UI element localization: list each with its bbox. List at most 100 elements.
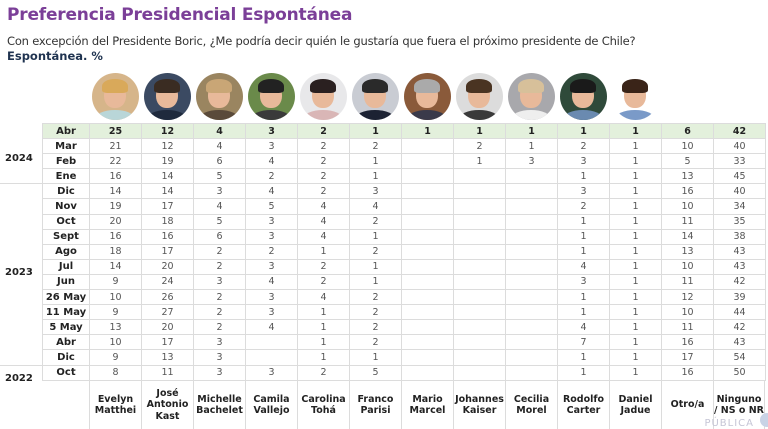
table-row: Nov 19 17 4 5 4 4 2 1 10 34 [42, 198, 766, 215]
value-cell: 1 [609, 168, 662, 185]
value-cell: 16 [661, 364, 714, 381]
avatar [559, 72, 607, 120]
value-cell: 1 [349, 228, 402, 245]
value-cell: 17 [141, 243, 194, 260]
value-cell [505, 273, 558, 291]
value-cell: 2 [245, 243, 298, 260]
value-cell: 3 [193, 349, 246, 366]
value-cell: 2 [557, 138, 610, 155]
value-cell: 12 [661, 289, 714, 306]
month-cell: Nov [42, 198, 90, 215]
value-cell: 2 [245, 168, 298, 185]
value-cell: 1 [609, 273, 662, 291]
value-cell: 14 [141, 183, 194, 200]
value-cell: 3 [245, 138, 298, 155]
value-cell: 3 [245, 213, 298, 230]
value-cell: 4 [557, 258, 610, 275]
year-divider [0, 183, 42, 185]
value-cell [401, 273, 454, 291]
value-cell [401, 349, 454, 366]
value-cell [245, 334, 298, 351]
value-cell: 2 [349, 334, 402, 351]
value-cell: 1 [557, 364, 610, 381]
value-cell [401, 198, 454, 215]
value-cell: 10 [661, 304, 714, 321]
value-cell: 13 [89, 319, 142, 336]
value-cell: 4 [245, 319, 298, 336]
candidate-name-line: José [156, 387, 179, 399]
value-cell: 1 [609, 334, 662, 351]
month-cell: Dic [42, 349, 90, 366]
table-row: Sept 16 16 6 3 4 1 1 1 14 38 [42, 228, 766, 245]
table-row: Dic 14 14 3 4 2 3 3 1 16 40 [42, 183, 766, 200]
table-row: Jul 14 20 2 3 2 1 4 1 10 43 [42, 258, 766, 275]
value-cell [453, 198, 506, 215]
value-cell: 1 [349, 349, 402, 366]
candidate-name-line: Carolina [301, 393, 346, 405]
value-cell: 39 [713, 289, 766, 306]
candidate-name: Rodolfo Carter [557, 381, 609, 429]
value-cell: 1 [609, 349, 662, 366]
value-cell: 20 [89, 213, 142, 230]
avatar [455, 72, 503, 120]
value-cell: 40 [713, 138, 766, 155]
value-cell: 44 [713, 304, 766, 321]
value-cell: 1 [349, 153, 402, 170]
value-cell: 3 [245, 228, 298, 245]
value-cell: 10 [661, 138, 714, 155]
value-cell: 2 [349, 243, 402, 260]
value-cell: 2 [193, 289, 246, 306]
value-cell: 1 [557, 289, 610, 306]
value-cell: 5 [193, 213, 246, 230]
value-cell: 21 [89, 138, 142, 155]
candidate-photos [89, 70, 765, 122]
value-cell: 1 [349, 273, 402, 291]
value-cell [505, 364, 558, 381]
value-cell [401, 258, 454, 275]
candidate-name-line: Rodolfo [562, 393, 605, 405]
value-cell: 12 [141, 138, 194, 155]
value-cell [453, 183, 506, 200]
month-cell: Oct [42, 213, 90, 230]
value-cell [453, 258, 506, 275]
month-cell: 26 May [42, 289, 90, 306]
candidate-photo [193, 70, 245, 122]
value-cell [401, 289, 454, 306]
value-cell: 1 [297, 304, 350, 321]
value-cell [505, 319, 558, 336]
value-cell [401, 153, 454, 170]
value-cell: 3 [245, 304, 298, 321]
value-cell [453, 273, 506, 291]
candidate-name-line: Mario [412, 393, 443, 405]
value-cell [505, 258, 558, 275]
value-cell: 11 [661, 213, 714, 230]
value-cell [453, 364, 506, 381]
chart-subtitle-bold: Espontánea. % [7, 49, 103, 63]
value-cell: 5 [661, 153, 714, 170]
value-cell: 5 [245, 198, 298, 215]
value-cell: 3 [245, 364, 298, 381]
candidate-name: Otro/a [661, 381, 713, 429]
value-cell: 43 [713, 334, 766, 351]
value-cell: 2 [193, 258, 246, 275]
month-cell: Ago [42, 243, 90, 260]
candidate-name-line: Daniel [618, 393, 653, 405]
candidate-name: Daniel Jadue [609, 381, 661, 429]
value-cell: 1 [297, 319, 350, 336]
value-cell: 20 [141, 258, 194, 275]
value-cell: 1 [557, 243, 610, 260]
value-cell [401, 213, 454, 230]
value-cell: 1 [557, 349, 610, 366]
value-cell: 11 [661, 273, 714, 291]
candidate-photo [89, 70, 141, 122]
value-cell: 2 [349, 213, 402, 230]
table-row: Jun 9 24 3 4 2 1 3 1 11 42 [42, 273, 766, 291]
table-row: Oct 20 18 5 3 4 2 1 1 11 35 [42, 213, 766, 230]
value-cell: 9 [89, 304, 142, 321]
avatar [351, 72, 399, 120]
value-cell: 1 [609, 183, 662, 200]
value-cell: 1 [401, 122, 454, 140]
candidate-name-line: Johannes [455, 393, 504, 405]
month-cell: Feb [42, 153, 90, 170]
value-cell: 1 [453, 122, 506, 140]
